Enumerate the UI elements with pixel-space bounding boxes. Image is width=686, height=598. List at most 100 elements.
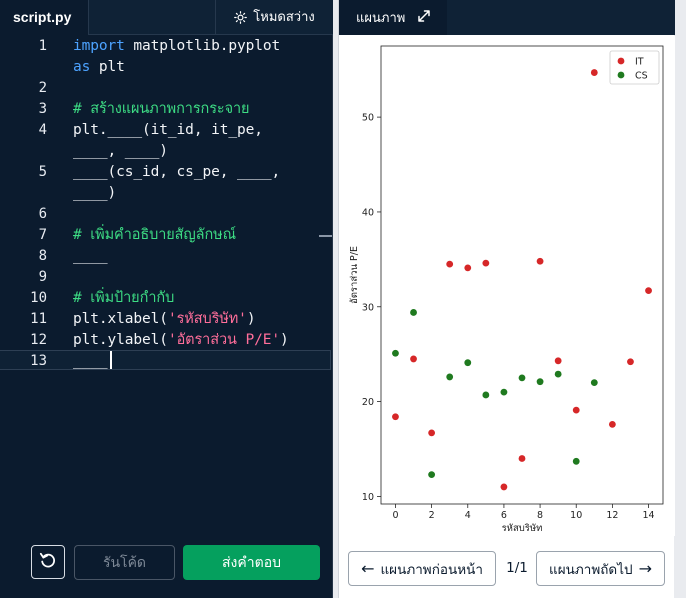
code-token: as xyxy=(73,59,91,75)
active-line-highlight xyxy=(0,350,331,370)
data-point-cs xyxy=(518,374,526,382)
sun-icon xyxy=(234,11,248,24)
code-token: ) xyxy=(279,332,289,348)
plot-tab-bar: แผนภาพ xyxy=(339,0,675,35)
data-point-it xyxy=(590,69,598,76)
code-text: import matplotlib.pyplot xyxy=(73,36,280,57)
code-line[interactable]: 11 plt.xlabel('รหัสบริษัท') xyxy=(0,309,333,330)
line-number: 5 xyxy=(38,164,47,180)
code-line[interactable]: 2 xyxy=(0,78,333,99)
x-tick-label: 12 xyxy=(606,510,618,521)
code-line[interactable]: 10 # เพิ่มป้ายกำกับ xyxy=(0,288,333,309)
plot-panel: แผนภาพ 0 2 4 6 8 10 12 14 10 20 30 40 50 รหัสบริษัท อั… xyxy=(338,0,675,598)
x-tick-label: 2 xyxy=(429,510,435,521)
code-line[interactable]: 13 ____ xyxy=(0,351,333,372)
previous-plot-button[interactable]: ← แผนภาพก่อนหน้า xyxy=(348,551,496,586)
code-line[interactable]: 12 plt.ylabel('อัตราส่วน P/E') xyxy=(0,330,333,351)
plot-tab-label: แผนภาพ xyxy=(356,11,406,26)
code-line[interactable]: ____) xyxy=(0,183,333,204)
expand-icon[interactable] xyxy=(418,9,431,26)
legend-marker-cs xyxy=(617,71,625,79)
run-code-button[interactable]: รันโค้ด xyxy=(74,545,175,580)
x-axis-label: รหัสบริษัท xyxy=(502,523,543,534)
data-point-it xyxy=(482,259,490,267)
text-cursor xyxy=(110,351,112,369)
next-plot-button[interactable]: แผนภาพถัดไป → xyxy=(536,551,665,586)
x-tick-label: 6 xyxy=(501,510,507,521)
code-line[interactable]: ____, ____) xyxy=(0,141,333,162)
data-point-it xyxy=(572,406,580,414)
line-number: 3 xyxy=(38,101,47,117)
data-point-cs xyxy=(590,379,598,387)
code-text: ____(cs_id, cs_pe, ____, xyxy=(73,162,280,183)
code-line[interactable]: 9 xyxy=(0,267,333,288)
line-number: 12 xyxy=(30,332,47,348)
code-text: as plt xyxy=(73,57,125,78)
arrow-right-icon: → xyxy=(638,558,652,578)
x-tick-label: 4 xyxy=(465,510,471,521)
data-point-cs xyxy=(464,359,472,367)
line-number: 11 xyxy=(30,311,47,327)
code-line[interactable]: 5 ____(cs_id, cs_pe, ____, xyxy=(0,162,333,183)
x-tick-label: 0 xyxy=(392,510,398,521)
code-line[interactable]: as plt xyxy=(0,57,333,78)
code-line[interactable]: 3 # สร้างแผนภาพการกระจาย xyxy=(0,99,333,120)
code-line[interactable]: 8 ____ xyxy=(0,246,333,267)
reset-button[interactable] xyxy=(31,545,65,579)
next-plot-label: แผนภาพถัดไป xyxy=(549,561,633,578)
file-tab[interactable]: script.py xyxy=(0,0,89,35)
x-tick-label: 8 xyxy=(537,510,543,521)
data-point-it xyxy=(446,260,454,268)
data-point-cs xyxy=(572,457,580,465)
x-tick-label: 10 xyxy=(570,510,582,521)
line-number: 10 xyxy=(30,290,47,306)
scatter-chart: 0 2 4 6 8 10 12 14 10 20 30 40 50 รหัสบริษัท อัตราส่วน… xyxy=(349,45,664,534)
code-line[interactable]: 1 import matplotlib.pyplot xyxy=(0,36,333,57)
code-text: ____ xyxy=(73,246,108,267)
code-text: plt.____(it_id, it_pe, xyxy=(73,120,263,141)
data-point-cs xyxy=(410,309,417,316)
plot-tab[interactable]: แผนภาพ xyxy=(339,0,447,35)
data-point-cs xyxy=(428,471,436,479)
data-point-cs xyxy=(536,378,544,386)
editor-panel: script.py โหมดสว่าง 1 import matplotlib.p… xyxy=(0,0,333,598)
theme-toggle-button[interactable]: โหมดสว่าง xyxy=(215,0,333,35)
code-text: ____, ____) xyxy=(73,141,168,162)
line-number: 2 xyxy=(38,80,47,96)
data-point-it xyxy=(392,413,399,421)
code-text: plt.ylabel('อัตราส่วน P/E') xyxy=(73,330,289,351)
data-point-cs xyxy=(446,373,454,381)
y-axis-label: อัตราส่วน P/E xyxy=(349,246,360,304)
code-line[interactable]: 6 xyxy=(0,204,333,225)
data-point-it xyxy=(428,429,436,437)
line-number: 13 xyxy=(30,353,47,369)
submit-answer-button[interactable]: ส่งคำตอบ xyxy=(183,545,320,580)
code-text: plt.xlabel('รหัสบริษัท') xyxy=(73,309,256,330)
line-number: 9 xyxy=(38,269,47,285)
legend-label-cs: CS xyxy=(635,71,648,82)
code-token: ____ xyxy=(73,353,108,369)
code-text: # เพิ่มป้ายกำกับ xyxy=(73,288,174,309)
code-token: plt.xlabel( xyxy=(73,311,168,327)
plot-area: 0 2 4 6 8 10 12 14 10 20 30 40 50 รหัสบริษัท อัตราส่วน… xyxy=(339,36,675,536)
code-token: 'อัตราส่วน P/E' xyxy=(167,332,280,348)
data-point-it xyxy=(608,420,616,428)
arrow-left-icon: ← xyxy=(361,558,375,578)
code-text: ____ xyxy=(73,351,108,372)
line-number: 6 xyxy=(38,206,47,222)
data-point-it xyxy=(500,483,508,491)
code-text: # สร้างแผนภาพการกระจาย xyxy=(73,99,250,120)
code-token: ____(cs_id, cs_pe, ____, xyxy=(73,164,281,180)
data-point-it xyxy=(464,264,472,272)
scrollbar-marker[interactable] xyxy=(319,235,332,237)
code-token: ) xyxy=(246,311,256,327)
code-editor[interactable]: 1 import matplotlib.pyplot as plt 2 3 # สร้าง… xyxy=(0,36,333,436)
code-line[interactable]: 7 # เพิ่มคำอธิบายสัญลักษณ์ xyxy=(0,225,333,246)
code-token: # เพิ่มคำอธิบายสัญลักษณ์ xyxy=(73,227,236,243)
code-line[interactable]: 4 plt.____(it_id, it_pe, xyxy=(0,120,333,141)
code-token: ____, ____) xyxy=(73,143,168,159)
line-number: 4 xyxy=(38,122,47,138)
line-number: 7 xyxy=(38,227,47,243)
code-token: # เพิ่มป้ายกำกับ xyxy=(73,290,175,306)
code-token: plt.____(it_id, it_pe, xyxy=(73,122,263,138)
